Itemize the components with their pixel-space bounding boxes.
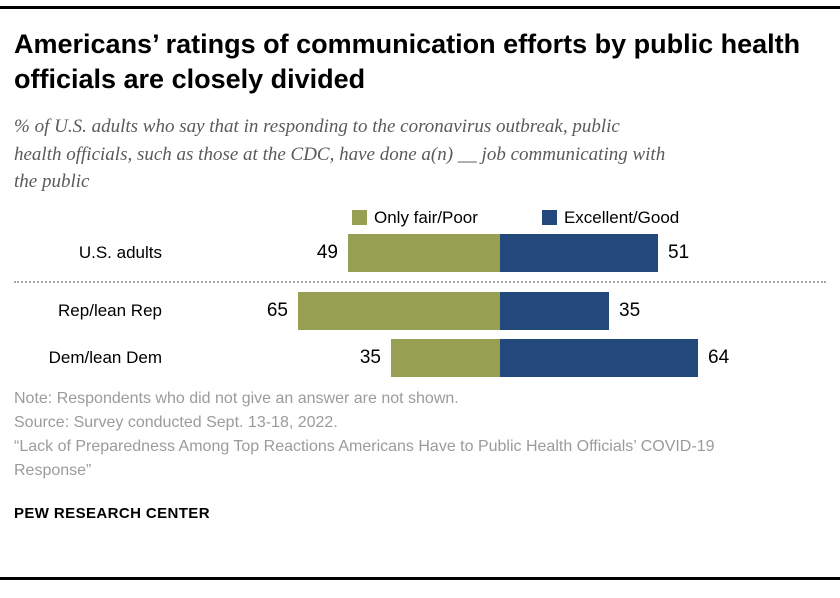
legend-item-only-fair-poor: Only fair/Poor <box>352 208 478 228</box>
chart-title: Americans’ ratings of communication effo… <box>14 29 801 95</box>
legend-swatch-blue <box>541 210 557 226</box>
bar-excellent-good <box>500 338 698 377</box>
legend-label: Excellent/Good <box>563 207 680 227</box>
brand-wordmark: PEW RESEARCH CENTER <box>14 504 210 522</box>
chart-notes: Note: Respondents who did not give an an… <box>14 387 789 483</box>
value-label-left: 49 <box>316 241 338 263</box>
bar-only-fair-poor <box>348 233 500 272</box>
bar-excellent-good <box>500 291 609 330</box>
legend: Only fair/Poor Excellent/Good <box>352 208 826 228</box>
source-line: Source: Survey conducted Sept. 13-18, 20… <box>14 413 338 431</box>
legend-swatch-olive <box>352 210 367 226</box>
chart-subtitle: % of U.S. adults who say that in respond… <box>14 116 666 193</box>
report-title-line: “Lack of Preparedness Among Top Reaction… <box>14 437 715 479</box>
bar-excellent-good <box>500 233 658 272</box>
category-label: U.S. adults <box>78 242 162 262</box>
chart-card: Americans’ ratings of communication effo… <box>0 6 840 580</box>
value-label-left: 35 <box>359 346 381 368</box>
chart-row: U.S. adults 49 51 <box>14 233 826 272</box>
value-label-right: 64 <box>708 346 730 368</box>
category-label: Rep/lean Rep <box>58 300 162 320</box>
legend-item-excellent-good: Excellent/Good <box>541 207 680 228</box>
category-label: Dem/lean Dem <box>48 347 162 367</box>
chart-row: Dem/lean Dem 35 64 <box>14 338 826 377</box>
legend-label: Only fair/Poor <box>374 207 478 227</box>
chart-row: Rep/lean Rep 65 35 <box>14 291 826 330</box>
value-label-right: 51 <box>668 241 690 263</box>
dotted-separator <box>14 280 826 283</box>
value-label-right: 35 <box>619 299 641 321</box>
bar-only-fair-poor <box>391 338 500 377</box>
note-line: Note: Respondents who did not give an an… <box>14 389 459 407</box>
bar-only-fair-poor <box>298 291 500 330</box>
diverging-bar-chart: U.S. adults 49 51 Rep/lean Rep 65 35 Dem/lean … <box>14 233 826 377</box>
value-label-left: 65 <box>266 299 288 321</box>
